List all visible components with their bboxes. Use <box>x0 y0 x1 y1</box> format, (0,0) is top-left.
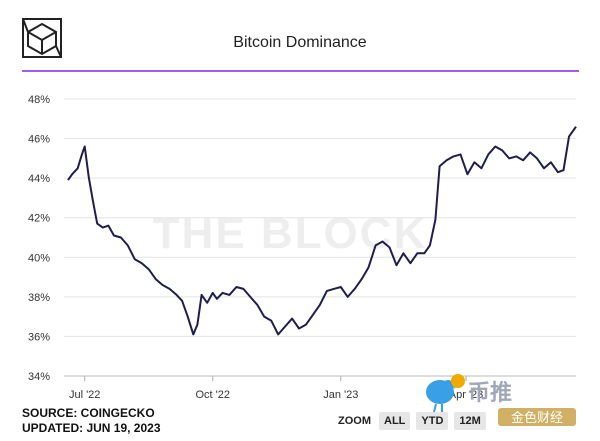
overlay-watermark: 币推 金色财经 <box>426 374 576 426</box>
chart-header: Bitcoin Dominance <box>0 0 600 72</box>
badge-box <box>498 408 576 426</box>
zoom-controls: ZOOM ALL YTD 12M <box>338 412 486 430</box>
y-tick-label: 40% <box>28 252 50 264</box>
y-tick-label: 46% <box>28 134 50 146</box>
bird-icon <box>426 374 465 413</box>
zoom-12m-button[interactable]: 12M <box>454 412 486 430</box>
x-tick-label: Apr '23 <box>449 389 484 401</box>
source-text: SOURCE: COINGECKO <box>22 406 155 420</box>
source-info: SOURCE: COINGECKO UPDATED: JUN 19, 2023 <box>22 406 161 436</box>
header-divider <box>22 70 579 72</box>
x-axis: Jul '22 Oct '22 Jan '23 Apr '23 <box>64 375 576 401</box>
y-axis: 48% 46% 44% 42% 40% 38% 36% 34% <box>28 94 50 383</box>
watermark: THE BLOCK <box>153 209 428 258</box>
x-tick-label: Oct '22 <box>195 389 230 401</box>
updated-text: UPDATED: JUN 19, 2023 <box>22 421 161 435</box>
chart-title: Bitcoin Dominance <box>233 34 367 51</box>
y-tick-label: 34% <box>28 371 50 383</box>
brand-text: 币推 <box>468 381 512 406</box>
x-tick-label: Jan '23 <box>323 389 358 401</box>
cube-icon <box>22 18 62 58</box>
y-tick-label: 48% <box>28 94 50 106</box>
y-tick-label: 38% <box>28 292 50 304</box>
zoom-all-button[interactable]: ALL <box>379 412 411 430</box>
x-tick-label: Jul '22 <box>69 389 100 401</box>
y-tick-label: 44% <box>28 173 50 185</box>
y-tick-label: 36% <box>28 331 50 343</box>
zoom-label: ZOOM <box>338 415 371 427</box>
series-line <box>67 126 577 336</box>
grid-lines <box>64 98 576 377</box>
zoom-ytd-button[interactable]: YTD <box>416 412 449 430</box>
badge-text: 金色财经 <box>511 410 563 426</box>
y-tick-label: 42% <box>28 213 50 225</box>
